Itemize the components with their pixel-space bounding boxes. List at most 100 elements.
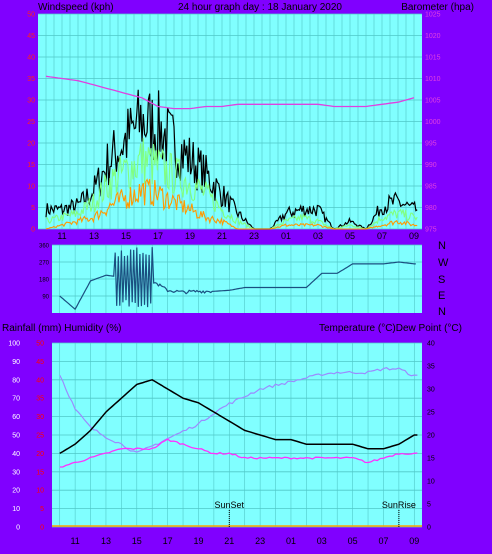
temp-x-tick-label: 17 bbox=[163, 536, 173, 546]
wind-y-tick-label: 5 bbox=[31, 205, 35, 212]
direction-y-tick-label: 180 bbox=[39, 278, 50, 284]
wind-direction-series bbox=[59, 247, 416, 311]
pressure-y-tick-label: 1015 bbox=[425, 55, 441, 62]
pressure-y-tick-label: 975 bbox=[425, 227, 437, 234]
pressure-series bbox=[45, 75, 415, 110]
temp-x-tick-label: 03 bbox=[317, 536, 327, 546]
wind-x-tick-label: 01 bbox=[281, 231, 291, 241]
graph-title: 24 hour graph day : 18 January 2020 bbox=[178, 2, 342, 13]
rain-y-tick-label: 0 bbox=[40, 525, 44, 532]
direction-y-tick-label: 270 bbox=[39, 261, 50, 267]
temperature-y-tick-label: 5 bbox=[427, 502, 431, 509]
compass-letter-n-top: N bbox=[438, 240, 446, 252]
wind-y-tick-label: 20 bbox=[27, 141, 35, 148]
wind-x-tick-label: 13 bbox=[89, 231, 99, 241]
pressure-y-tick-label: 1010 bbox=[425, 76, 441, 83]
temp-x-tick-label: 15 bbox=[132, 536, 142, 546]
temperature-y-tick-label: 10 bbox=[427, 479, 435, 486]
wind-y-tick-label: 25 bbox=[27, 119, 35, 126]
pressure-y-tick-label: 990 bbox=[425, 162, 437, 169]
temperature-y-tick-label: 35 bbox=[427, 364, 435, 371]
series-temperature bbox=[59, 378, 418, 455]
wind-x-tick-label: 11 bbox=[57, 231, 66, 241]
pressure-y-tick-label: 1020 bbox=[425, 33, 441, 40]
series-dewpoint bbox=[59, 438, 418, 468]
temp-x-tick-label: 19 bbox=[193, 536, 203, 546]
temp-x-tick-labels: 11 13 15 17 19 21 23 01 03 05 07 09 bbox=[70, 536, 419, 546]
wind-x-tick-label: 07 bbox=[377, 231, 387, 241]
rain-y-tick-label: 10 bbox=[36, 488, 44, 495]
rain-y-tick-label: 20 bbox=[36, 451, 44, 458]
pressure-y-tick-label: 985 bbox=[425, 184, 437, 191]
humidity-y-tick-label: 0 bbox=[16, 525, 20, 532]
temperature-y-tick-labels: 0 5 10 15 20 25 30 35 40 bbox=[427, 341, 435, 532]
wind-y-tick-label: 30 bbox=[27, 98, 35, 105]
rain-y-tick-labels: 0 5 10 15 20 25 30 35 40 45 50 bbox=[36, 341, 44, 532]
direction-y-tick-label: 90 bbox=[42, 295, 49, 301]
rain-y-tick-label: 30 bbox=[36, 414, 44, 421]
pressure-y-tick-label: 980 bbox=[425, 205, 437, 212]
humidity-y-tick-label: 20 bbox=[12, 488, 20, 495]
wind-y-tick-label: 0 bbox=[31, 227, 35, 234]
wind-series-average bbox=[45, 138, 418, 230]
wind-pressure-grid bbox=[38, 13, 422, 230]
pressure-y-tick-label: 1000 bbox=[425, 119, 441, 126]
humidity-y-tick-label: 80 bbox=[12, 377, 20, 384]
sunrise-label: SunRise bbox=[382, 500, 416, 510]
wind-axis-title: Windspeed (kph) bbox=[38, 2, 114, 13]
wind-y-tick-label: 45 bbox=[27, 33, 35, 40]
compass-letter-n-bottom: N bbox=[438, 306, 446, 318]
temperature-y-tick-label: 25 bbox=[427, 410, 435, 417]
rain-y-tick-label: 50 bbox=[36, 341, 44, 348]
wind-y-tick-label: 10 bbox=[27, 184, 35, 191]
wind-series-gust bbox=[45, 89, 418, 230]
temp-x-tick-label: 21 bbox=[224, 536, 234, 546]
humidity-y-tick-labels: 0 10 20 30 40 50 60 70 80 90 100 bbox=[8, 341, 20, 532]
pressure-y-tick-labels: 975 980 985 990 995 1000 1005 1010 1015 1020 1025 bbox=[425, 12, 441, 234]
rain-humidity-axis-title: Rainfall (mm) Humidity (%) bbox=[2, 323, 121, 334]
pressure-y-tick-label: 995 bbox=[425, 141, 437, 148]
temp-humidity-series bbox=[52, 367, 422, 527]
wind-series-speed bbox=[45, 178, 418, 230]
temperature-y-tick-label: 0 bbox=[427, 525, 431, 532]
wind-x-tick-label: 15 bbox=[121, 231, 131, 241]
compass-letter-e: E bbox=[438, 290, 445, 302]
wind-x-tick-label: 21 bbox=[217, 231, 227, 241]
wind-y-tick-labels: 0 5 10 15 20 25 30 35 40 45 50 bbox=[27, 12, 35, 234]
temp-x-tick-label: 11 bbox=[70, 536, 79, 546]
humidity-y-tick-label: 100 bbox=[8, 341, 20, 348]
temp-x-tick-label: 09 bbox=[409, 536, 419, 546]
wind-direction-series bbox=[59, 247, 416, 311]
wind-y-tick-label: 40 bbox=[27, 55, 35, 62]
rain-y-tick-label: 25 bbox=[36, 433, 44, 440]
direction-y-tick-label: 360 bbox=[39, 244, 50, 250]
series-humidity bbox=[59, 367, 418, 453]
pressure-y-tick-label: 1005 bbox=[425, 98, 441, 105]
rain-y-tick-label: 15 bbox=[36, 469, 44, 476]
wind-direction-grid bbox=[52, 244, 422, 313]
wind-y-tick-label: 35 bbox=[27, 76, 35, 83]
rain-y-tick-label: 5 bbox=[40, 506, 44, 513]
wind-x-tick-label: 03 bbox=[313, 231, 323, 241]
temperature-y-tick-label: 40 bbox=[427, 341, 435, 348]
wind-x-tick-labels: 11 13 15 17 19 21 23 01 03 05 07 09 bbox=[57, 231, 419, 241]
wind-pressure-series bbox=[45, 75, 418, 230]
compass-letters: N W S E N bbox=[438, 240, 449, 318]
sunset-label: SunSet bbox=[215, 500, 245, 510]
temperature-y-tick-label: 30 bbox=[427, 387, 435, 394]
rain-y-tick-label: 45 bbox=[36, 359, 44, 366]
compass-letter-s: S bbox=[438, 274, 445, 286]
temp-x-tick-label: 05 bbox=[348, 536, 358, 546]
temperature-y-tick-label: 20 bbox=[427, 433, 435, 440]
humidity-y-tick-label: 60 bbox=[12, 414, 20, 421]
temperature-axis-title: Temperature (°C)Dew Point (°C) bbox=[319, 323, 462, 334]
temp-x-tick-label: 13 bbox=[101, 536, 111, 546]
wind-x-tick-label: 19 bbox=[185, 231, 195, 241]
wind-x-tick-label: 23 bbox=[249, 231, 259, 241]
temperature-y-tick-label: 15 bbox=[427, 456, 435, 463]
humidity-y-tick-label: 10 bbox=[12, 506, 20, 513]
temp-x-tick-label: 01 bbox=[286, 536, 296, 546]
compass-letter-w: W bbox=[438, 257, 449, 269]
